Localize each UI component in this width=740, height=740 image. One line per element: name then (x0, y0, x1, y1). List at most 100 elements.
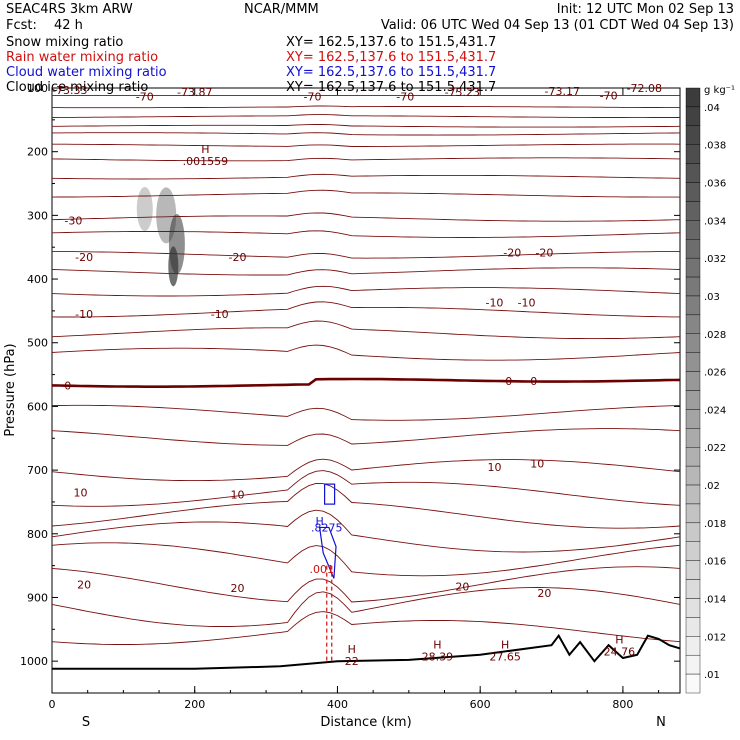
high-value: 27.65 (489, 651, 521, 664)
fcst-label: Fcst: (6, 18, 37, 33)
y-tick-label: 900 (27, 591, 48, 604)
colorbar-swatch (685, 579, 701, 599)
colorbar-swatch (685, 447, 701, 467)
isotherm-line (52, 124, 681, 128)
model-title: SEAC4RS 3km ARW (6, 2, 133, 17)
isotherm-line (51, 542, 681, 577)
plot-area: -73.33 -70 -73.87 -70 -70 -73.23 -73.17 -70-72.… (51, 82, 681, 670)
colorbar-label: .038 (704, 141, 726, 152)
isotherm-line (51, 566, 681, 603)
high-marker: H (615, 634, 623, 647)
y-tick-label: 600 (27, 400, 48, 413)
isotherm-line (51, 611, 681, 645)
cloud-water-contour (318, 526, 337, 579)
isotherm-line (51, 285, 681, 297)
isotherm-line (51, 404, 681, 421)
x-tick-label: 0 (49, 698, 56, 711)
north-end-label: N (656, 715, 666, 730)
x-tick-label: 600 (470, 698, 491, 711)
legend-field-xy: XY= 162.5,137.6 to 151.5,431.7 (286, 50, 496, 65)
y-axis-title: Pressure (hPa) (3, 343, 18, 436)
x-tick-label: 200 (184, 698, 205, 711)
temperature-contour-label: 10 (530, 458, 544, 471)
colorbar-label: .032 (704, 254, 726, 265)
cloud-water-contour (324, 483, 336, 505)
legend-field-xy: XY= 162.5,137.6 to 151.5,431.7 (286, 65, 496, 80)
colorbar-swatch (685, 314, 701, 334)
isotherm-line (51, 301, 680, 318)
colorbar-swatch (685, 87, 701, 108)
colorbar-swatch (685, 390, 701, 410)
temperature-contour-label: -72.08 (627, 82, 662, 95)
temperature-contour-label: -10 (75, 308, 93, 321)
isotherm-line (51, 509, 681, 553)
colorbar-label: .022 (704, 443, 726, 454)
temperature-contour-label: -10 (485, 297, 503, 310)
colorbar-label: .036 (704, 179, 726, 190)
temperature-contour-label: 10 (74, 486, 88, 499)
temperature-contour-label: -20 (503, 246, 521, 259)
isotherm-line (52, 132, 681, 136)
isotherm-line (51, 458, 681, 482)
colorbar-swatch (685, 371, 701, 391)
legend-field-name: Rain water mixing ratio (6, 50, 158, 65)
isotherm-line (51, 114, 680, 119)
colorbar-label: .02 (704, 481, 720, 492)
cloud-water-label: H (315, 515, 323, 528)
colorbar-unit: g kg⁻¹ (704, 85, 735, 96)
rain-water-label: .001 (310, 563, 335, 576)
colorbar-swatch (685, 333, 701, 353)
temperature-contour-label: -70 (600, 90, 618, 103)
south-end-label: S (82, 715, 90, 730)
colorbar-label: .034 (704, 216, 726, 227)
high-value: 22 (345, 655, 359, 668)
isotherm-line (52, 251, 680, 259)
isotherm-line (51, 189, 680, 198)
colorbar: .04 .038 .036 .034 .032 .03 .028 .026 .024 .022 .0… (685, 87, 726, 694)
colorbar-label: .016 (704, 557, 726, 568)
legend-field-name: Snow mixing ratio (6, 35, 123, 50)
colorbar-swatch (685, 465, 701, 486)
high-marker: H (348, 643, 356, 656)
temperature-contour-label: -70 (136, 90, 154, 103)
high-value: 24.76 (604, 646, 636, 659)
y-tick-label: 400 (27, 273, 48, 286)
colorbar-label: .012 (704, 632, 726, 643)
colorbar-swatch (685, 484, 701, 505)
isotherm-line (51, 230, 681, 238)
temperature-contour-label: 20 (537, 587, 551, 600)
isotherm-line (51, 157, 681, 162)
y-tick-label: 200 (27, 146, 48, 159)
cloud-water-contours (318, 483, 337, 579)
y-tick-label: 800 (27, 528, 48, 541)
colorbar-swatch (685, 409, 701, 429)
high-marker: H (501, 639, 509, 652)
y-tick-label: 1000 (20, 655, 48, 668)
colorbar-swatch (685, 106, 701, 127)
colorbar-swatch (685, 352, 701, 372)
colorbar-swatch (685, 144, 701, 164)
temperature-contour-label: 0 (64, 379, 71, 392)
colorbar-label: .04 (704, 103, 720, 114)
isotherm-line (51, 470, 681, 507)
high-marker: H (201, 143, 209, 156)
temperature-contour-label: -30 (64, 214, 82, 227)
colorbar-swatch (685, 276, 701, 297)
colorbar-label: .018 (704, 519, 726, 530)
temperature-contour-label: 10 (231, 488, 245, 501)
temperature-contour-label: 0 (505, 375, 512, 388)
plot-frame (51, 87, 681, 694)
x-tick-label: 400 (327, 698, 348, 711)
temperature-contour-label: -73.23 (445, 86, 480, 99)
x-axis-title: Distance (km) (320, 715, 411, 730)
y-tick-label: 700 (27, 464, 48, 477)
temperature-contour-label: -20 (535, 246, 553, 259)
colorbar-swatch (685, 295, 701, 316)
temperature-contour-label: 10 (487, 461, 501, 474)
rain-water-contour (326, 565, 333, 662)
temperature-contour-label: 20 (231, 582, 245, 595)
colorbar-swatch (685, 636, 701, 656)
legend-field-name: Cloud water mixing ratio (6, 65, 167, 80)
isotherm-line (51, 344, 681, 361)
valid-time: Valid: 06 UTC Wed 04 Sep 13 (01 CDT Wed … (381, 18, 734, 33)
